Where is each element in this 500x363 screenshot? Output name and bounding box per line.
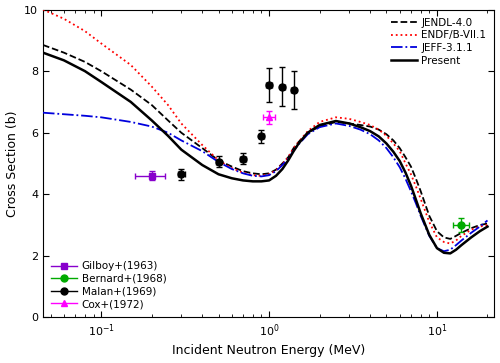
Legend: Gilboy+(1963), Bernard+(1968), Malan+(1969), Cox+(1972): Gilboy+(1963), Bernard+(1968), Malan+(19… [48, 258, 170, 312]
X-axis label: Incident Neutron Energy (MeV): Incident Neutron Energy (MeV) [172, 344, 366, 358]
Y-axis label: Cross Section (b): Cross Section (b) [6, 110, 18, 217]
